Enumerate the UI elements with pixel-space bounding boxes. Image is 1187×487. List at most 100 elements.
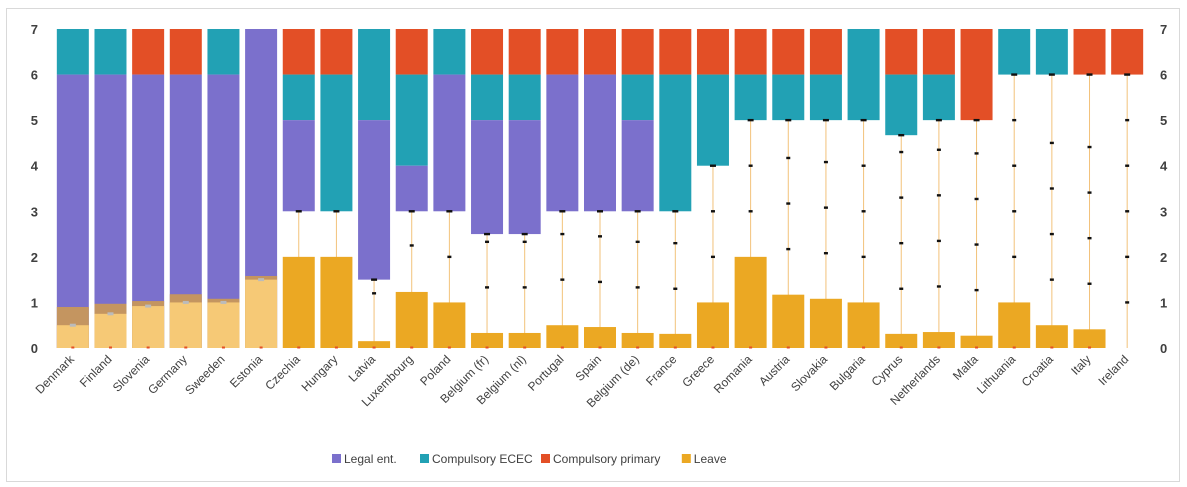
line-marker	[974, 243, 979, 246]
y-tick-right: 3	[1160, 204, 1167, 219]
line-marker	[1012, 118, 1017, 122]
line-marker	[597, 210, 603, 213]
y-tick-right: 2	[1160, 250, 1167, 265]
bar-compulsory-primary	[960, 29, 993, 121]
y-tick-right: 5	[1160, 113, 1167, 128]
bar-leave	[1035, 325, 1068, 348]
leave-marker	[69, 323, 76, 327]
baseline-dot	[862, 346, 866, 349]
line-marker	[1125, 255, 1130, 259]
bar-leave	[960, 335, 993, 348]
line-marker	[1049, 187, 1054, 190]
bar-leave	[659, 333, 692, 348]
bar-legal-ent	[584, 74, 616, 212]
bar-compulsory-ecec	[471, 74, 504, 121]
legend-label: Compulsory ECEC	[432, 452, 533, 466]
line-marker	[1125, 118, 1130, 122]
line-marker	[1012, 210, 1017, 213]
bar-compulsory-primary	[1073, 29, 1106, 75]
category-label: Lithuania	[974, 352, 1019, 397]
legend-swatch	[332, 454, 341, 463]
bar-leave	[696, 302, 729, 348]
line-marker	[822, 118, 829, 122]
bar-compulsory-primary	[772, 29, 805, 75]
line-marker	[786, 202, 791, 205]
baseline-dot	[221, 346, 225, 349]
bar-leave	[508, 332, 541, 348]
line-marker	[899, 196, 904, 199]
baseline-dot	[975, 346, 979, 349]
line-marker	[974, 197, 979, 201]
bar-legal-ent	[433, 74, 466, 212]
bar-leave	[94, 313, 127, 348]
category-label: Germany	[145, 352, 190, 397]
line-marker	[786, 247, 791, 251]
line-marker	[935, 118, 942, 122]
line-marker	[447, 255, 452, 259]
line-marker	[559, 210, 566, 213]
baseline-dot	[447, 346, 451, 349]
bar-leave	[621, 332, 654, 348]
bar-compulsory-ecec	[358, 29, 391, 121]
line-marker	[598, 280, 602, 284]
bar-compulsory-primary	[885, 29, 918, 75]
bar-compulsory-ecec	[395, 74, 428, 166]
y-tick-right: 6	[1160, 68, 1167, 83]
bar-leave	[395, 291, 428, 348]
bar-compulsory-primary	[282, 29, 315, 75]
bar-leave	[847, 302, 880, 348]
bar-legal-ent	[546, 74, 579, 212]
line-marker	[823, 206, 828, 209]
y-tick-left: 4	[31, 159, 39, 174]
line-marker	[635, 240, 640, 244]
line-marker	[710, 210, 715, 213]
category-label: Cyprus	[869, 352, 906, 389]
line-marker	[1125, 210, 1130, 213]
bar-compulsory-ecec	[508, 74, 541, 121]
line-marker	[485, 286, 490, 289]
baseline-dot	[184, 346, 188, 349]
line-marker	[748, 164, 753, 167]
line-marker	[936, 239, 941, 243]
chart-frame	[6, 8, 1180, 482]
bar-compulsory-primary	[132, 29, 165, 75]
baseline-dot	[410, 346, 414, 349]
baseline-dot	[372, 346, 376, 349]
line-marker	[485, 240, 490, 244]
bar-compulsory-ecec	[847, 29, 880, 121]
line-marker	[973, 118, 980, 122]
line-marker	[786, 156, 791, 160]
baseline-dot	[749, 346, 753, 349]
bar-leave	[56, 325, 89, 348]
category-label: Denmark	[33, 352, 78, 397]
y-tick-left: 5	[31, 113, 38, 128]
bar-leave	[169, 302, 202, 348]
bar-compulsory-primary	[508, 29, 541, 75]
baseline-dot	[523, 346, 527, 349]
leave-marker	[145, 304, 152, 308]
y-tick-right: 1	[1160, 295, 1167, 310]
line-marker	[899, 150, 904, 154]
y-tick-right: 7	[1160, 22, 1167, 37]
line-marker	[372, 292, 377, 295]
bar-compulsory-ecec	[1035, 29, 1068, 75]
category-label: Latvia	[346, 352, 379, 385]
line-marker	[634, 210, 641, 213]
legend-label: Leave	[694, 452, 727, 466]
baseline-dot	[108, 346, 112, 349]
bar-compulsory-primary	[809, 29, 842, 75]
bar-legal-ent	[358, 120, 391, 280]
bar-compulsory-primary	[659, 29, 692, 75]
bar-compulsory-primary	[471, 29, 504, 75]
line-marker	[673, 241, 678, 245]
bar-leave	[245, 279, 278, 348]
line-marker	[936, 194, 941, 197]
bar-leave	[132, 306, 165, 348]
bar-compulsory-ecec	[734, 74, 767, 121]
leave-marker	[220, 300, 227, 304]
bar-compulsory-ecec	[621, 74, 654, 121]
line-marker	[823, 160, 828, 164]
baseline-dot	[146, 346, 150, 349]
line-marker	[861, 210, 866, 213]
y-tick-left: 2	[31, 250, 38, 265]
